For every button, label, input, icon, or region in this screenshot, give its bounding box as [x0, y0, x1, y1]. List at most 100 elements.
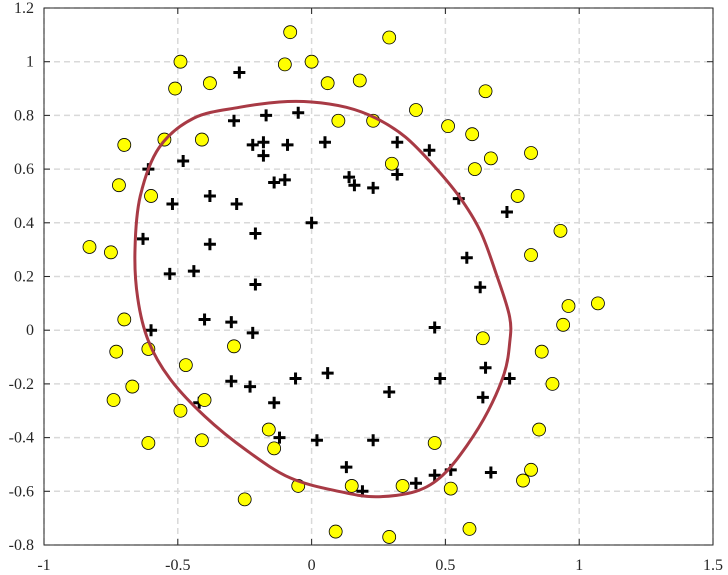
x-tick-label: 1	[575, 557, 583, 574]
grid-lines	[43, 7, 714, 546]
data-point-circle	[82, 240, 97, 254]
data-point-plus	[260, 109, 273, 122]
data-point-circle	[591, 296, 605, 311]
data-point-plus	[321, 367, 334, 380]
data-point-circle	[524, 462, 538, 477]
x-tick-label: -0.5	[165, 557, 190, 574]
data-point-circle	[320, 76, 335, 91]
data-point-circle	[194, 132, 209, 147]
data-point-plus	[474, 281, 487, 294]
data-point-circle	[384, 156, 399, 171]
data-point-circle	[534, 344, 549, 359]
data-point-circle	[561, 299, 576, 313]
data-point-circle	[277, 57, 292, 72]
data-point-circle	[382, 530, 397, 544]
data-point-plus	[500, 206, 513, 219]
data-point-circle	[328, 524, 343, 539]
data-point-circle	[112, 178, 126, 193]
data-point-plus	[227, 114, 240, 127]
data-point-circle	[352, 73, 367, 88]
data-point-plus	[409, 477, 422, 490]
data-point-plus	[484, 466, 497, 479]
data-point-plus	[428, 321, 441, 334]
decision-boundary	[133, 99, 513, 499]
data-point-plus	[233, 66, 246, 79]
data-point-circle	[304, 54, 319, 69]
data-point-plus	[479, 361, 492, 374]
data-point-plus	[278, 173, 291, 186]
data-point-plus	[281, 138, 294, 151]
data-point-plus	[383, 385, 396, 398]
data-point-circle	[516, 473, 530, 488]
data-point-circle	[117, 312, 132, 327]
data-point-plus	[428, 469, 441, 482]
data-point-circle	[441, 119, 455, 134]
axis-ticks	[43, 7, 714, 546]
x-tick-label: 0.5	[435, 557, 455, 574]
data-point-plus	[198, 313, 211, 326]
data-point-circle	[409, 103, 423, 117]
data-point-plus	[340, 461, 353, 474]
data-point-circle	[227, 339, 241, 354]
data-point-plus	[268, 176, 281, 189]
data-point-plus	[343, 171, 356, 184]
data-point-circle	[465, 127, 480, 142]
data-point-plus	[257, 136, 270, 149]
data-point-plus	[203, 189, 216, 202]
data-point-circle	[427, 436, 442, 450]
data-point-circle	[467, 162, 482, 177]
data-point-plus	[225, 375, 238, 388]
y-tick-label: 1	[26, 54, 34, 71]
data-point-plus	[230, 198, 243, 211]
x-tick-labels: -1 -0.5 0 0.5 1 1.5	[37, 557, 723, 574]
y-tick-label: 0	[26, 322, 34, 339]
data-point-circle	[144, 189, 158, 203]
data-point-circle	[510, 189, 525, 203]
data-point-circle	[478, 84, 493, 99]
data-point-circle	[483, 151, 498, 166]
data-point-plus	[249, 278, 262, 291]
data-point-circle	[141, 436, 156, 450]
data-point-plus	[244, 380, 257, 393]
data-point-circle	[344, 479, 359, 493]
data-point-circle	[203, 76, 217, 91]
data-point-plus	[203, 238, 216, 251]
data-point-plus	[460, 251, 473, 264]
data-point-plus	[166, 198, 179, 211]
data-point-circle	[173, 54, 188, 69]
data-points	[82, 25, 605, 544]
data-point-plus	[249, 227, 262, 240]
data-point-plus	[391, 136, 404, 149]
data-point-circle	[197, 393, 212, 407]
data-point-circle	[267, 441, 282, 456]
data-point-plus	[367, 181, 380, 194]
data-point-circle	[109, 344, 124, 359]
data-point-circle	[524, 146, 538, 160]
data-point-plus	[503, 372, 516, 385]
data-point-circle	[532, 422, 546, 437]
data-point-circle	[104, 245, 118, 260]
data-point-plus	[187, 265, 200, 278]
data-point-circle	[168, 81, 183, 96]
data-point-plus	[137, 232, 150, 245]
data-point-circle	[524, 248, 538, 262]
data-point-plus	[434, 372, 447, 385]
y-tick-label: -0.2	[9, 376, 34, 393]
y-tick-label: 1.2	[14, 0, 34, 17]
y-tick-label: 0.2	[14, 269, 34, 286]
data-point-circle	[173, 403, 188, 418]
data-point-circle	[553, 223, 568, 238]
data-point-circle	[545, 376, 560, 391]
data-point-plus	[225, 316, 238, 329]
y-tick-label: 0.4	[14, 215, 34, 232]
y-tick-label: -0.8	[9, 537, 34, 554]
data-point-circle	[283, 25, 298, 40]
data-point-plus	[246, 138, 259, 151]
data-point-circle	[125, 379, 140, 394]
data-point-circle	[194, 433, 209, 448]
data-point-circle	[475, 331, 490, 346]
data-point-plus	[292, 106, 305, 119]
data-point-circle	[117, 138, 132, 152]
data-point-plus	[305, 216, 318, 229]
